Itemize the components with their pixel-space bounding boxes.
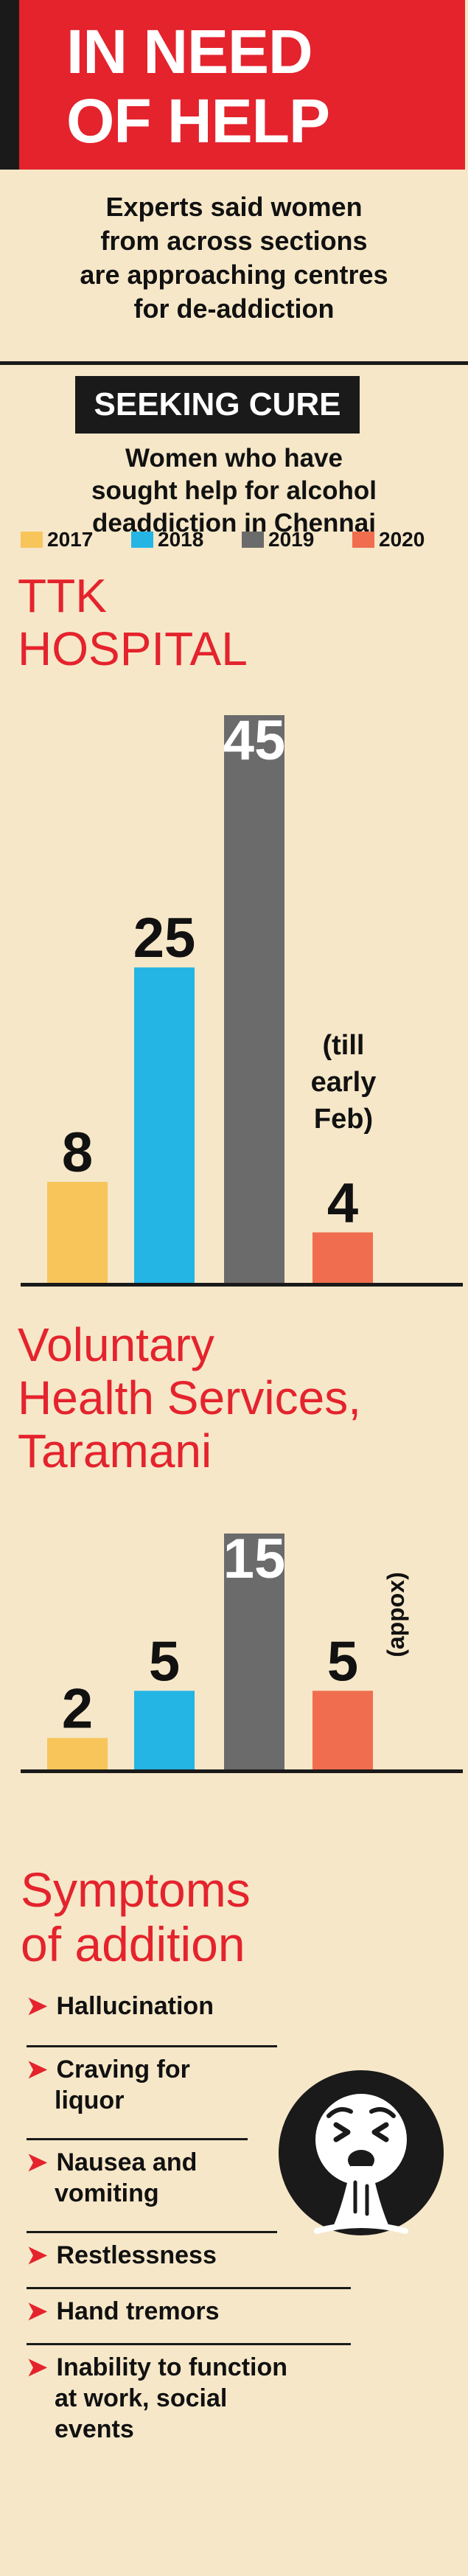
chart2-title-line: Health Services, [18,1371,361,1424]
symptom-line: ➤ Restlessness [27,2240,217,2271]
seeking-cure-heading: SEEKING CURE [75,376,360,434]
symptom-line: events [27,2414,287,2445]
symptom-text: vomiting [55,2179,159,2207]
chart2-title-line: Taramani [18,1424,212,1477]
legend-label: 2017 [47,528,94,551]
chart1-title-line: HOSPITAL [18,622,248,675]
annotation-text: early [311,1067,377,1098]
symptom-line: ➤ Hand tremors [27,2296,220,2327]
symptom-line: vomiting [27,2178,197,2209]
symptoms-title-line: Symptoms [21,1862,251,1917]
symptom-text: Inability to function [56,2353,288,2381]
legend-swatch [242,532,264,548]
intro-line: for de-addiction [133,293,335,324]
symptom-divider [27,2045,277,2047]
bar-2017 [47,1182,108,1283]
chart1-title: TTK HOSPITAL [18,569,248,675]
symptom-item: ➤ Hand tremors [27,2296,220,2327]
legend-label: 2019 [268,528,315,551]
bar-2019 [224,1534,284,1769]
symptom-text: liquor [55,2086,125,2114]
bar-2018 [134,967,195,1283]
legend-label: 2018 [158,528,204,551]
header-title-line1: IN NEED [66,17,313,86]
header-title-line2: OF HELP [66,86,330,156]
symptoms-title-line: of addition [21,1917,245,1971]
legend: 2017 2018 2019 2020 [21,525,463,554]
header-banner: IN NEED OF HELP [19,0,465,170]
legend-swatch [131,532,153,548]
symptom-text: Craving for [56,2055,190,2084]
legend-label: 2020 [379,528,425,551]
intro-line: Experts said women [105,192,363,222]
intro-text: Experts said women from across sections … [29,190,439,326]
baseline [21,1769,463,1773]
legend-swatch [21,532,43,548]
bar-value-label: 2 [62,1677,93,1740]
bar-2019 [224,715,284,1283]
symptom-text: events [55,2415,134,2443]
arrow-icon: ➤ [27,2353,48,2381]
subtitle-line: sought help for alcohol [91,476,377,505]
symptom-divider [27,2343,351,2345]
symptoms-title: Symptoms of addition [21,1862,251,1971]
symptom-item: ➤ Nausea and vomiting [27,2147,197,2209]
symptom-line: at work, social [27,2383,287,2414]
symptom-item: ➤ Inability to function at work, social eve… [27,2352,287,2445]
arrow-icon: ➤ [27,1992,48,2020]
header-side-bar [0,0,19,170]
symptom-line: ➤ Craving for [27,2054,190,2085]
symptom-text: Nausea and [56,2148,198,2176]
symptom-line: ➤ Nausea and [27,2147,197,2178]
annotation-text: (till [323,1030,365,1061]
legend-swatch [352,532,374,548]
symptom-item: ➤ Craving for liquor [27,2054,190,2116]
symptom-item: ➤ Restlessness [27,2240,217,2271]
bar-value-label: 25 [133,907,196,970]
vomiting-face-icon [279,2070,444,2235]
bar-2020 [312,1691,373,1769]
bar-2020 [312,1232,373,1283]
bar-2018 [134,1691,195,1769]
symptom-divider [27,2287,351,2289]
section-divider [0,361,468,365]
bar-value-label: 8 [62,1121,93,1184]
symptom-line: ➤ Inability to function [27,2352,287,2383]
bar-value-label: 5 [149,1630,180,1693]
symptom-item: ➤ Hallucination [27,1991,214,2022]
bar-2017 [47,1738,108,1769]
arrow-icon: ➤ [27,2055,48,2084]
annotation-text: Feb) [314,1104,373,1135]
symptom-text: Hand tremors [56,2297,220,2325]
bar-value-label: 5 [327,1630,358,1693]
symptom-text: at work, social [55,2384,228,2412]
chart-subtitle: Women who have sought help for alcohol d… [29,442,439,540]
bar-value-label: 45 [223,709,286,772]
symptom-divider [27,2138,248,2140]
intro-line: are approaching centres [80,260,388,290]
bar-value-label: 15 [223,1528,286,1590]
subtitle-line: Women who have [125,444,343,473]
chart1-svg: 8 25 45 4 (till early Feb) [21,709,463,1287]
annotation-text: (appox) [383,1572,409,1657]
bar-value-label: 4 [327,1172,358,1235]
symptom-divider [27,2231,277,2233]
intro-line: from across sections [100,226,368,256]
chart2-title: Voluntary Health Services, Taramani [18,1318,361,1477]
symptom-text: Restlessness [56,2241,217,2269]
symptom-line: liquor [27,2085,190,2116]
arrow-icon: ➤ [27,2148,48,2176]
chart1-title-line: TTK [18,569,107,622]
symptom-line: ➤ Hallucination [27,1991,214,2022]
chart2-title-line: Voluntary [18,1318,214,1371]
symptom-text: Hallucination [56,1992,214,2020]
arrow-icon: ➤ [27,2297,48,2325]
baseline [21,1283,463,1287]
arrow-icon: ➤ [27,2241,48,2269]
